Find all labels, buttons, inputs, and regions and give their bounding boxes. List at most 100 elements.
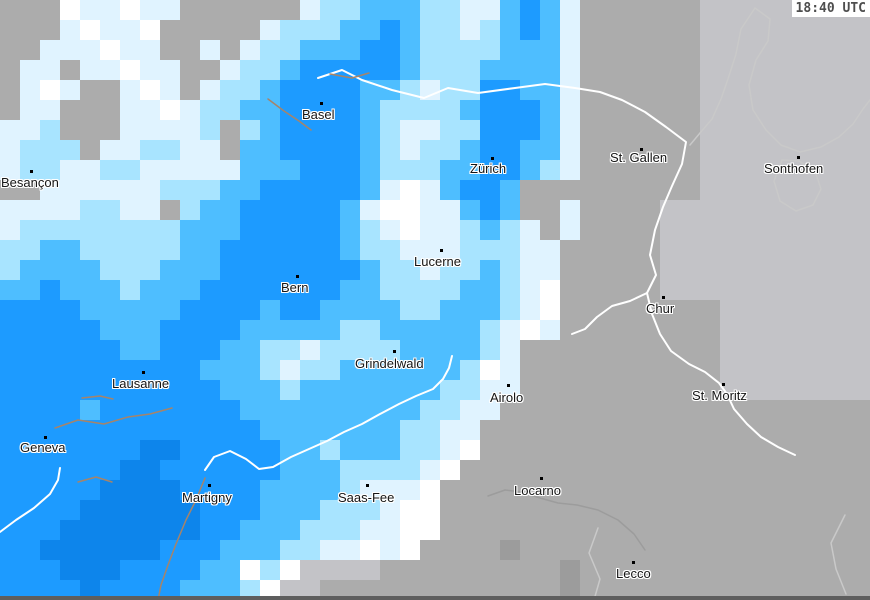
radar-cell (320, 140, 341, 161)
radar-cell (340, 560, 361, 581)
radar-cell (680, 580, 701, 600)
radar-cell (280, 40, 301, 61)
radar-cell (360, 240, 381, 261)
radar-cell (280, 500, 301, 521)
radar-cell (740, 580, 761, 600)
radar-cell (820, 120, 841, 141)
radar-cell (300, 160, 321, 181)
radar-cell (280, 320, 301, 341)
radar-cell (380, 440, 401, 461)
radar-cell (280, 220, 301, 241)
radar-cell (520, 480, 541, 501)
radar-cell (860, 160, 870, 181)
radar-cell (360, 380, 381, 401)
radar-cell (680, 220, 701, 241)
radar-cell (100, 160, 121, 181)
radar-cell (40, 140, 61, 161)
radar-cell (20, 220, 41, 241)
radar-cell (20, 260, 41, 281)
radar-cell (680, 140, 701, 161)
radar-cell (560, 380, 581, 401)
radar-cell (800, 460, 821, 481)
radar-cell (440, 100, 461, 121)
radar-cell (460, 140, 481, 161)
radar-cell (120, 360, 141, 381)
radar-cell (860, 540, 870, 561)
radar-cell (860, 340, 870, 361)
radar-cell (580, 340, 601, 361)
radar-cell (240, 340, 261, 361)
radar-cell (520, 380, 541, 401)
radar-cell (660, 520, 681, 541)
radar-cell (640, 480, 661, 501)
radar-cell (580, 100, 601, 121)
radar-cell (260, 540, 281, 561)
radar-cell (600, 320, 621, 341)
radar-cell (500, 20, 521, 41)
radar-cell (380, 300, 401, 321)
radar-cell (540, 500, 561, 521)
radar-cell (500, 560, 521, 581)
radar-cell (300, 520, 321, 541)
radar-cell (580, 460, 601, 481)
radar-cell (760, 580, 781, 600)
radar-cell (400, 180, 421, 201)
radar-cell (600, 340, 621, 361)
radar-cell (80, 400, 101, 421)
radar-cell (500, 360, 521, 381)
radar-cell (860, 180, 870, 201)
radar-cell (520, 280, 541, 301)
radar-cell (260, 80, 281, 101)
radar-cell (100, 560, 121, 581)
radar-cell (800, 200, 821, 221)
radar-cell (500, 60, 521, 81)
radar-cell (600, 540, 621, 561)
radar-cell (440, 480, 461, 501)
radar-cell (200, 260, 221, 281)
radar-cell (40, 80, 61, 101)
radar-cell (380, 200, 401, 221)
radar-cell (720, 160, 741, 181)
radar-cell (300, 560, 321, 581)
radar-cell (780, 80, 801, 101)
radar-cell (40, 440, 61, 461)
radar-cell (520, 300, 541, 321)
radar-cell (860, 380, 870, 401)
radar-cell (80, 200, 101, 221)
radar-cell (840, 300, 861, 321)
radar-cell (280, 420, 301, 441)
radar-cell (840, 400, 861, 421)
radar-cell (480, 60, 501, 81)
radar-cell (820, 420, 841, 441)
radar-cell (20, 460, 41, 481)
radar-cell (600, 240, 621, 261)
radar-cell (760, 500, 781, 521)
radar-cell (80, 80, 101, 101)
radar-cell (200, 320, 221, 341)
radar-cell (800, 260, 821, 281)
radar-cell (100, 320, 121, 341)
radar-cell (800, 340, 821, 361)
radar-cell (220, 280, 241, 301)
radar-cell (180, 140, 201, 161)
radar-cell (440, 580, 461, 600)
radar-cell (720, 520, 741, 541)
radar-cell (180, 540, 201, 561)
radar-cell (420, 200, 441, 221)
radar-cell (580, 500, 601, 521)
radar-cell (840, 120, 861, 141)
radar-cell (820, 80, 841, 101)
radar-cell (640, 440, 661, 461)
radar-cell (260, 420, 281, 441)
radar-cell (580, 0, 601, 21)
radar-cell (440, 20, 461, 41)
radar-cell (720, 100, 741, 121)
radar-cell (300, 340, 321, 361)
radar-cell (540, 340, 561, 361)
radar-cell (720, 540, 741, 561)
radar-cell (600, 80, 621, 101)
radar-cell (60, 420, 81, 441)
radar-cell (480, 580, 501, 600)
radar-cell (560, 280, 581, 301)
